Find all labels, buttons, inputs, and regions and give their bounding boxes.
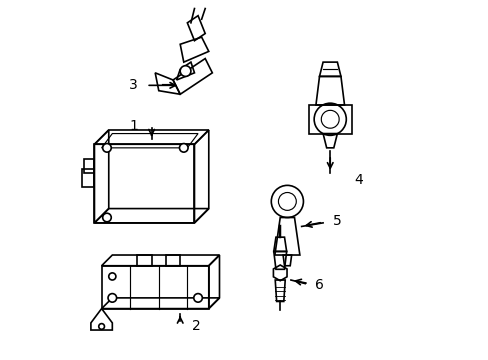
Circle shape: [193, 294, 202, 302]
Circle shape: [278, 193, 296, 210]
Circle shape: [271, 185, 303, 217]
Circle shape: [99, 324, 104, 329]
Circle shape: [108, 294, 116, 302]
Circle shape: [180, 66, 190, 76]
Text: 3: 3: [129, 78, 138, 92]
Bar: [102, 266, 208, 309]
Circle shape: [179, 144, 188, 152]
Bar: [94, 144, 194, 223]
Circle shape: [102, 213, 111, 222]
Text: 6: 6: [314, 278, 323, 292]
Text: 2: 2: [191, 319, 200, 333]
Circle shape: [108, 273, 116, 280]
Text: 4: 4: [354, 173, 363, 187]
Circle shape: [102, 144, 111, 152]
Text: 5: 5: [332, 214, 341, 228]
Text: 1: 1: [129, 120, 138, 134]
